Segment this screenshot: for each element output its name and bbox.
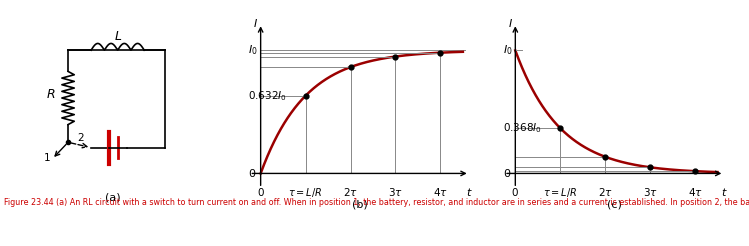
Text: $0.368I_0$: $0.368I_0$ xyxy=(503,121,542,135)
Text: $2\tau$: $2\tau$ xyxy=(343,186,358,198)
Text: (c): (c) xyxy=(607,200,622,210)
Text: 2: 2 xyxy=(77,133,84,143)
Text: $0$: $0$ xyxy=(503,168,511,179)
Text: $0$: $0$ xyxy=(512,186,519,198)
Text: $t$: $t$ xyxy=(467,186,473,198)
Text: $2\tau$: $2\tau$ xyxy=(598,186,613,198)
Text: $3\tau$: $3\tau$ xyxy=(643,186,658,198)
Text: $I$: $I$ xyxy=(508,17,513,29)
Text: $I_0$: $I_0$ xyxy=(248,44,258,57)
Text: (b): (b) xyxy=(351,200,368,210)
Text: 1: 1 xyxy=(43,153,50,163)
Text: $\tau = L/R$: $\tau = L/R$ xyxy=(288,186,323,199)
Text: $0$: $0$ xyxy=(257,186,264,198)
Text: $0$: $0$ xyxy=(248,168,256,179)
Text: Figure 23.44 (a) An RL circuit with a switch to turn current on and off. When in: Figure 23.44 (a) An RL circuit with a sw… xyxy=(4,198,749,207)
Text: $4\tau$: $4\tau$ xyxy=(688,186,703,198)
Text: (a): (a) xyxy=(105,193,120,203)
Text: $L$: $L$ xyxy=(114,30,122,43)
Text: $R$: $R$ xyxy=(46,88,55,101)
Text: $t$: $t$ xyxy=(721,186,727,198)
Text: $\tau = L/R$: $\tau = L/R$ xyxy=(543,186,577,199)
Text: $I$: $I$ xyxy=(253,17,258,29)
Text: $I_0$: $I_0$ xyxy=(503,44,512,57)
Text: $3\tau$: $3\tau$ xyxy=(388,186,403,198)
Text: $0.632I_0$: $0.632I_0$ xyxy=(248,89,287,103)
Text: $4\tau$: $4\tau$ xyxy=(433,186,448,198)
